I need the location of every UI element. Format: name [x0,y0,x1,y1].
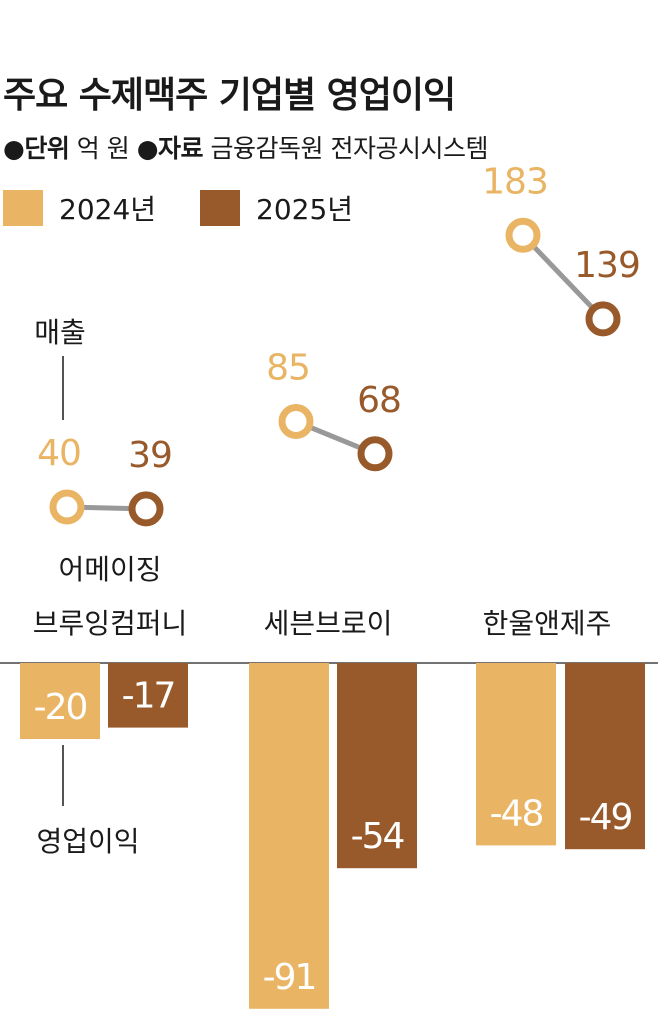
bar-2025 [337,663,417,869]
revenue-label-2025: 139 [574,245,640,286]
bar-value-label-2025: -49 [579,797,632,838]
revenue-label-2025: 39 [128,435,172,476]
bar-2025 [108,663,188,728]
revenue-label-2025: 68 [357,380,401,421]
revenue-label-2024: 40 [37,433,81,474]
bar-2024 [249,663,329,1009]
category-label-line2: 브루잉컴퍼니 [33,607,188,640]
source-marker-icon: ● [136,134,159,163]
revenue-marker-2025 [357,436,393,472]
revenue-connector [521,233,605,321]
profit-annotation: 영업이익 [36,825,139,858]
bar-value-label-2025: -54 [351,816,404,857]
category-label-line1: 어메이징 [58,553,161,586]
legend-label-2025: 2025년 [256,193,354,226]
bar-value-label-2024: -20 [34,687,87,728]
legend-item-2024: 2024년 [3,189,156,227]
legend-item-2025: 2025년 [200,189,353,227]
bar-value-label-2025: -17 [122,676,175,717]
bar-2024 [20,663,100,739]
unit-marker-icon: ● [3,134,25,163]
unit-label: 단위 [24,134,70,163]
chart-title: 주요 수제맥주 기업별 영업이익 [3,75,456,116]
category-label: 한울앤제주 [483,607,612,640]
revenue-label-2024: 85 [266,348,310,389]
revenue-marker-2025 [585,301,621,337]
legend-swatch-2024 [3,190,43,226]
legend-swatch-2025 [200,190,240,226]
revenue-marker-2024 [278,404,314,439]
legend-label-2024: 2024년 [59,193,157,226]
bar-value-label-2024: -91 [263,957,316,998]
bar-value-label-2024: -48 [490,793,543,834]
chart-meta: ●단위 억 원 ●자료 금융감독원 전자공시시스템 [3,129,488,165]
revenue-annotation: 매출 [34,316,86,349]
bar-2025 [565,663,645,850]
revenue-marker-2025 [128,491,164,527]
revenue-marker-2024 [505,217,541,253]
source-label: 자료 [158,134,204,163]
source-value: 금융감독원 전자공시시스템 [210,134,489,163]
category-label: 세븐브로이 [264,607,393,640]
revenue-label-2024: 183 [482,161,548,202]
revenue-marker-2024 [49,489,85,525]
bar-2024 [476,663,556,846]
unit-value: 억 원 [76,134,130,163]
